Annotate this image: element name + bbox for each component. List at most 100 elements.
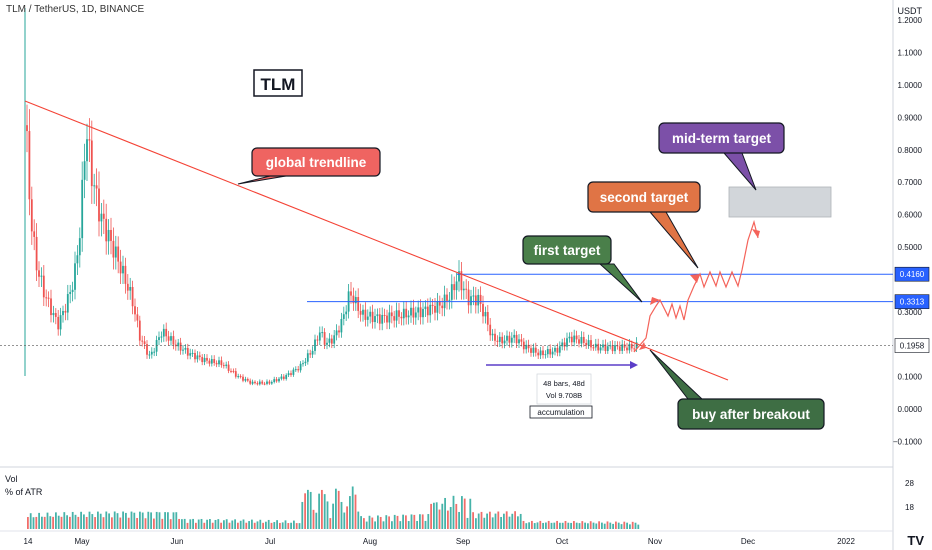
volume-label: Vol [5, 474, 18, 484]
measure-vol-label: Vol 9.708B [546, 391, 582, 400]
candle-body [551, 351, 554, 355]
volume-bar [116, 513, 119, 529]
volume-bar [307, 489, 309, 529]
volume-bar [617, 522, 620, 529]
candle-body [146, 344, 148, 355]
candle-body [227, 364, 230, 371]
volume-bar [125, 512, 127, 529]
volume-bar [298, 523, 301, 529]
candle-body [328, 338, 331, 343]
candle-body [64, 310, 67, 313]
volume-bar [52, 516, 54, 529]
candle-body [522, 341, 525, 350]
volume-bar [211, 522, 214, 529]
candle-body [59, 315, 62, 330]
volume-bar [424, 520, 427, 529]
tradingview-logo[interactable]: TV [907, 533, 924, 548]
candle-body [628, 343, 631, 351]
target-zone [728, 186, 832, 218]
candle-body [434, 305, 436, 313]
volume-bar [430, 503, 432, 529]
volume-bar [85, 516, 88, 529]
volume-bar [612, 523, 614, 529]
volume-bar [35, 516, 38, 529]
volume-bar [441, 503, 444, 529]
candle-body [592, 347, 595, 349]
volume-bar [472, 512, 474, 529]
projection-arrowhead [690, 274, 700, 283]
candle-body [263, 383, 266, 385]
price-badge-last: 0.1958 [900, 342, 925, 351]
candle-body [594, 343, 597, 348]
candle-body [88, 139, 91, 141]
volume-bar [273, 522, 276, 529]
candle-body [554, 347, 556, 352]
volume-bar [192, 518, 194, 529]
volume-bar [371, 517, 374, 529]
volume-bar [399, 521, 402, 529]
volume-bar [290, 522, 292, 529]
volume-bar [564, 520, 567, 529]
time-axis-tick: Nov [648, 537, 662, 546]
candle-body [484, 312, 487, 317]
candle-body [196, 355, 199, 360]
candle-body [52, 313, 55, 316]
candle-body [210, 359, 213, 364]
candle-body [311, 350, 314, 355]
candle-body [222, 365, 225, 367]
symbol-header[interactable]: TLM / TetherUS, 1D, BINANCE [6, 4, 145, 15]
price-axis-tick: 0.0000 [898, 405, 923, 414]
volume-bar [46, 512, 49, 529]
volume-bar [631, 521, 634, 529]
volume-bar [287, 523, 290, 529]
volume-bar [458, 511, 460, 529]
volume-bar [27, 517, 29, 529]
candle-body [107, 229, 110, 242]
candle-body [215, 362, 218, 365]
candle-body [316, 339, 319, 341]
candle-body [422, 308, 424, 318]
volume-bar [447, 510, 449, 529]
volume-bar [349, 496, 351, 529]
candle-body [573, 335, 576, 343]
volume-bar [265, 521, 267, 529]
candle-body [626, 347, 628, 351]
volume-bar [606, 521, 609, 529]
candle-body [117, 246, 120, 262]
volume-bar [553, 522, 556, 529]
volume-bar [203, 522, 206, 529]
volume-bar [463, 498, 466, 529]
candle-body [74, 263, 76, 290]
candle-body [86, 139, 88, 162]
volume-bar [489, 511, 491, 529]
candle-body [585, 342, 588, 346]
candle-body [580, 336, 583, 344]
first-target-callout-box [522, 235, 612, 265]
volume-bar [242, 519, 245, 529]
volume-bar [167, 512, 169, 529]
candle-body [290, 373, 292, 375]
volume-bar [416, 520, 418, 529]
candle-body [398, 310, 400, 317]
candle-body [282, 376, 285, 379]
volume-bar [455, 503, 458, 529]
volume-bar [337, 490, 340, 529]
candle-body [165, 328, 168, 337]
candle-body [618, 346, 621, 351]
volume-bar [433, 502, 435, 529]
candle-body [587, 340, 590, 346]
candle-body [234, 371, 237, 377]
candle-body [458, 271, 460, 282]
volume-bar [169, 519, 172, 529]
volume-sublabel: % of ATR [5, 487, 43, 497]
candle-body [57, 316, 60, 330]
candle-body [33, 231, 36, 237]
candle-body [383, 314, 386, 316]
volume-bar [561, 522, 564, 529]
volume-bar [55, 512, 57, 529]
volume-bar [147, 511, 150, 529]
candle-body [26, 125, 28, 132]
candle-body [549, 349, 552, 355]
